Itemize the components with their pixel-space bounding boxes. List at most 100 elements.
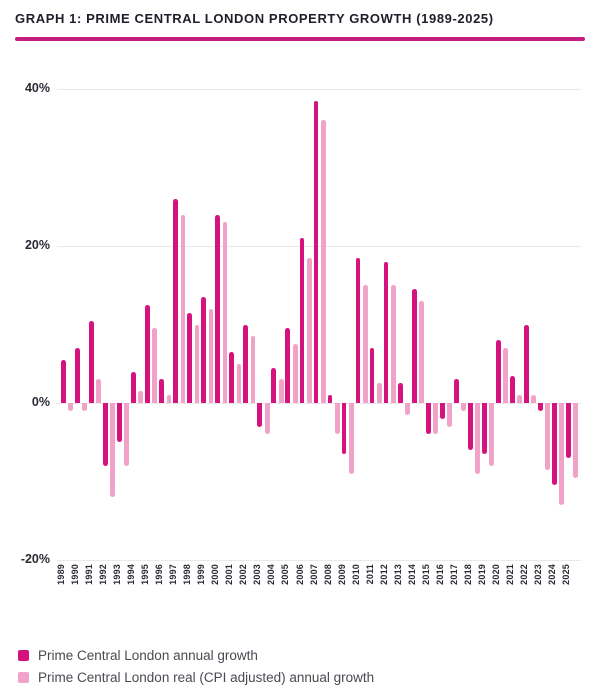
- x-tick-label-2025: 2025: [561, 564, 572, 585]
- x-tick-label-1991: 1991: [84, 564, 95, 585]
- bar-annual-2023: [538, 403, 543, 411]
- x-tick-label-2006: 2006: [294, 564, 305, 585]
- y-tick-label-40%: 40%: [24, 81, 50, 95]
- bar-real-1990: [82, 403, 88, 411]
- x-tick-label-2012: 2012: [378, 564, 389, 585]
- x-tick-label-2024: 2024: [547, 564, 558, 585]
- bar-annual-2009: [341, 403, 347, 455]
- bar-real-2019: [489, 403, 494, 466]
- bar-annual-2004: [271, 367, 277, 403]
- x-tick-label-2010: 2010: [350, 564, 361, 585]
- bar-annual-2006: [299, 238, 305, 403]
- bar-real-2004: [278, 379, 284, 403]
- bar-real-2011: [376, 383, 382, 403]
- bar-real-2000: [222, 222, 228, 403]
- bar-annual-2018: [467, 403, 473, 451]
- bar-annual-2000: [215, 214, 221, 403]
- x-tick-label-2018: 2018: [462, 564, 473, 585]
- bar-real-1994: [138, 391, 144, 403]
- bar-annual-1994: [131, 371, 136, 403]
- bar-annual-2015: [425, 403, 431, 435]
- bar-real-2001: [236, 363, 242, 403]
- gridline-0%: [57, 403, 581, 404]
- bar-annual-1997: [173, 198, 179, 403]
- bar-real-1995: [152, 328, 158, 403]
- bar-annual-1992: [103, 403, 108, 466]
- bar-real-2013: [405, 403, 410, 415]
- bar-annual-1996: [159, 379, 164, 403]
- bar-real-2008: [334, 403, 340, 435]
- bar-real-2021: [517, 395, 523, 403]
- bar-real-2007: [320, 120, 326, 403]
- legend-item-annual-growth: Prime Central London annual growth: [18, 644, 374, 666]
- x-tick-label-2016: 2016: [434, 564, 445, 585]
- x-tick-label-2022: 2022: [518, 564, 529, 585]
- bar-real-1996: [166, 395, 172, 403]
- x-tick-label-2020: 2020: [490, 564, 501, 585]
- x-tick-label-1999: 1999: [196, 564, 207, 585]
- bar-annual-2008: [327, 395, 333, 403]
- x-tick-label-1989: 1989: [56, 564, 66, 585]
- bar-real-1989: [68, 403, 74, 411]
- bar-annual-2019: [481, 403, 487, 455]
- x-tick-label-1990: 1990: [70, 564, 81, 585]
- bar-annual-1989: [61, 359, 66, 403]
- y-axis: 40% 20% 0% -20%: [8, 81, 50, 566]
- bar-real-2012: [390, 285, 396, 403]
- gridline-40%: [57, 89, 581, 90]
- x-tick-label-2005: 2005: [280, 564, 291, 585]
- y-tick-label--20%: -20%: [20, 552, 50, 566]
- bar-real-2003: [264, 403, 270, 435]
- legend-label-real-growth: Prime Central London real (CPI adjusted)…: [38, 669, 375, 685]
- x-tick-label-2019: 2019: [476, 564, 487, 585]
- bar-real-2016: [447, 403, 452, 427]
- bar-annual-2013: [397, 383, 403, 403]
- x-tick-label-2008: 2008: [322, 564, 333, 585]
- y-tick-label-0%: 0%: [31, 395, 50, 409]
- bar-real-2023: [545, 403, 551, 470]
- bar-annual-1995: [145, 304, 150, 403]
- bar-annual-2021: [509, 375, 515, 403]
- chart-title: GRAPH 1: PRIME CENTRAL LONDON PROPERTY G…: [15, 11, 494, 26]
- bar-real-2015: [433, 403, 438, 435]
- x-tick-label-1993: 1993: [112, 564, 123, 585]
- bar-annual-1993: [117, 403, 122, 443]
- legend-swatch-annual-growth: [18, 649, 29, 661]
- bar-annual-2012: [383, 261, 389, 403]
- x-tick-label-2013: 2013: [392, 564, 403, 585]
- x-tick-label-2017: 2017: [448, 564, 459, 585]
- bar-real-2022: [531, 395, 537, 403]
- x-tick-label-2001: 2001: [224, 564, 235, 585]
- x-tick-label-2004: 2004: [266, 564, 277, 585]
- bar-real-1999: [208, 308, 214, 403]
- bar-real-2002: [250, 336, 256, 403]
- bar-annual-2005: [285, 328, 291, 403]
- x-tick-label-1996: 1996: [154, 564, 165, 585]
- bar-annual-2020: [495, 340, 501, 403]
- bar-annual-2001: [229, 351, 235, 403]
- bar-real-1993: [124, 403, 130, 466]
- x-tick-label-2015: 2015: [420, 564, 431, 585]
- x-tick-label-2003: 2003: [252, 564, 263, 585]
- legend-label-annual-growth: Prime Central London annual growth: [38, 647, 258, 663]
- bar-annual-2011: [369, 348, 375, 403]
- x-tick-label-2021: 2021: [504, 564, 515, 585]
- x-tick-label-2000: 2000: [210, 564, 221, 585]
- x-tick-label-2014: 2014: [406, 564, 417, 585]
- x-tick-label-1997: 1997: [168, 564, 179, 585]
- bar-annual-1998: [187, 312, 193, 403]
- bar-annual-2010: [355, 257, 361, 403]
- x-tick-label-2023: 2023: [533, 564, 544, 585]
- x-tick-label-1995: 1995: [140, 564, 151, 585]
- gridline-20%: [57, 246, 581, 247]
- x-tick-label-2002: 2002: [238, 564, 249, 585]
- legend: Prime Central London annual growth Prime…: [18, 644, 374, 688]
- title-underline: [15, 37, 585, 41]
- bar-annual-2007: [313, 100, 319, 403]
- x-tick-label-1998: 1998: [182, 564, 193, 585]
- bar-annual-2014: [411, 289, 417, 403]
- bar-annual-2016: [439, 403, 445, 419]
- bar-annual-2024: [552, 403, 557, 486]
- bar-real-2025: [573, 403, 579, 478]
